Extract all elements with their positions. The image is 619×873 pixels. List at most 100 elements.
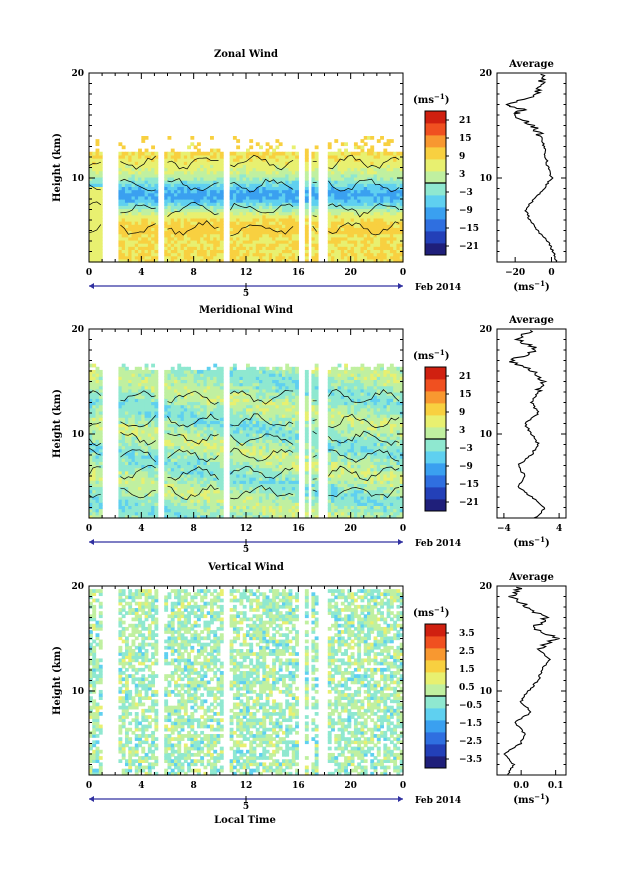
panel-zonal-wind: Zonal Wind 0 4 8 12 16 20 0 10 20 Height (km) 5 Feb … <box>52 49 567 299</box>
x-tick-label: 0 <box>86 781 92 791</box>
average-y-tick-label: 20 <box>479 325 492 335</box>
day-axis: 5 Feb 2014 <box>89 796 461 812</box>
colorbar-tick-label: 15 <box>459 390 472 400</box>
average-profile: Average 10 20 0.0 0.1(ms−1) <box>479 572 567 806</box>
heatmap-cells <box>89 363 404 519</box>
colorbar-unit-label: (ms−1) <box>413 92 449 106</box>
y-axis-label: Height (km) <box>52 133 63 202</box>
axis-ticks <box>88 585 404 776</box>
x-tick-label: 12 <box>240 781 253 791</box>
colorbar-tick-label: 3 <box>459 170 465 180</box>
axis-ticks <box>88 328 404 519</box>
colorbar-tick-label: −0.5 <box>459 701 482 711</box>
date-label: Feb 2014 <box>415 283 461 293</box>
average-title: Average <box>508 59 554 70</box>
day-label: 5 <box>243 802 249 812</box>
contour-lines <box>88 389 400 500</box>
colorbar-swatch <box>425 636 446 649</box>
day-label: 5 <box>243 289 249 299</box>
colorbar: (ms−1) 21 15 9 3 −3 −9 −15 −21 <box>413 92 479 256</box>
colorbar-tick-label: −9 <box>459 206 473 216</box>
colorbar-tick-label: −3.5 <box>459 755 482 765</box>
average-x-tick-label: 0 <box>548 268 554 278</box>
average-profile: Average 10 20 −4 4 (ms−1) <box>479 315 567 549</box>
y-tick-label: 10 <box>71 430 84 440</box>
heatmap-cells <box>89 136 404 263</box>
colorbar-tick-label: −3 <box>459 444 473 454</box>
panel-title: Zonal Wind <box>214 49 278 60</box>
colorbar-swatch <box>425 624 446 637</box>
axis-ticks <box>88 72 404 263</box>
average-x-tick-label: 0.0 <box>513 781 529 791</box>
panel-meridional-wind: Meridional Wind 0 4 8 12 16 20 0 10 20 Height (km)… <box>52 305 567 555</box>
x-tick-label: 4 <box>138 268 144 278</box>
x-tick-label: 16 <box>292 268 305 278</box>
average-unit-label: (ms−1) <box>513 792 549 806</box>
colorbar: (ms−1) 21 15 9 3 −3 −9 −15 −21 <box>413 348 479 512</box>
average-line <box>505 73 558 263</box>
colorbar-tick-label: −9 <box>459 462 473 472</box>
day-axis: 5 Feb 2014 <box>89 539 461 555</box>
colorbar-swatch <box>425 708 446 721</box>
colorbar-swatch <box>425 732 446 745</box>
colorbar-swatch <box>425 243 446 256</box>
x-tick-label: 20 <box>344 781 357 791</box>
colorbar-swatch <box>425 207 446 220</box>
colorbar-tick-label: −21 <box>459 242 479 252</box>
x-tick-label: 8 <box>191 268 197 278</box>
day-axis: 5 Feb 2014 <box>89 283 461 299</box>
colorbar-swatch <box>425 183 446 196</box>
colorbar-swatch <box>425 367 446 380</box>
colorbar-swatch <box>425 195 446 208</box>
colorbar-tick-label: −15 <box>459 224 479 234</box>
y-tick-label: 10 <box>71 174 84 184</box>
heatmap-cells <box>89 589 404 776</box>
average-unit-label: (ms−1) <box>513 535 549 549</box>
colorbar-tick-label: 15 <box>459 134 472 144</box>
colorbar-swatch <box>425 123 446 136</box>
x-tick-label: 8 <box>191 524 197 534</box>
average-profile: Average 10 20 −20 0(ms−1) <box>479 59 567 293</box>
colorbar-swatch <box>425 415 446 428</box>
panel-title: Vertical Wind <box>207 562 284 573</box>
x-tick-label: 4 <box>138 524 144 534</box>
colorbar-swatch <box>425 672 446 685</box>
average-x-tick-label: −20 <box>505 268 525 278</box>
average-y-tick-label: 10 <box>479 430 492 440</box>
colorbar-swatch <box>425 744 446 757</box>
colorbar-swatch <box>425 475 446 488</box>
average-title: Average <box>508 572 554 583</box>
colorbar-swatch <box>425 111 446 124</box>
average-frame <box>496 328 567 519</box>
y-tick-label: 20 <box>71 69 84 79</box>
colorbar-tick-label: 0.5 <box>459 683 475 693</box>
colorbar-tick-label: 2.5 <box>459 647 475 657</box>
colorbar-unit-label: (ms−1) <box>413 348 449 362</box>
x-tick-label: 8 <box>191 781 197 791</box>
colorbar-tick-label: 9 <box>459 408 465 418</box>
y-axis-label: Height (km) <box>52 389 63 458</box>
average-y-tick-label: 20 <box>479 582 492 592</box>
date-label: Feb 2014 <box>415 539 461 549</box>
x-tick-label: 0 <box>400 781 406 791</box>
x-tick-label: 12 <box>240 524 253 534</box>
colorbar-swatch <box>425 451 446 464</box>
average-title: Average <box>508 315 554 326</box>
colorbar-swatch <box>425 439 446 452</box>
colorbar-swatch <box>425 403 446 416</box>
x-tick-label: 20 <box>344 524 357 534</box>
panel-vertical-wind: Vertical Wind 0 4 8 12 16 20 0 10 20 Height (km) 5 F… <box>52 562 567 812</box>
colorbar-swatch <box>425 391 446 404</box>
colorbar-swatch <box>425 499 446 512</box>
colorbar-swatch <box>425 135 446 148</box>
date-label: Feb 2014 <box>415 796 461 806</box>
colorbar-tick-label: −2.5 <box>459 737 482 747</box>
colorbar-swatch <box>425 219 446 232</box>
colorbar-swatch <box>425 487 446 500</box>
x-tick-label: 16 <box>292 781 305 791</box>
average-y-tick-label: 10 <box>479 687 492 697</box>
colorbar-swatch <box>425 463 446 476</box>
average-frame <box>496 72 567 263</box>
day-label: 5 <box>243 545 249 555</box>
